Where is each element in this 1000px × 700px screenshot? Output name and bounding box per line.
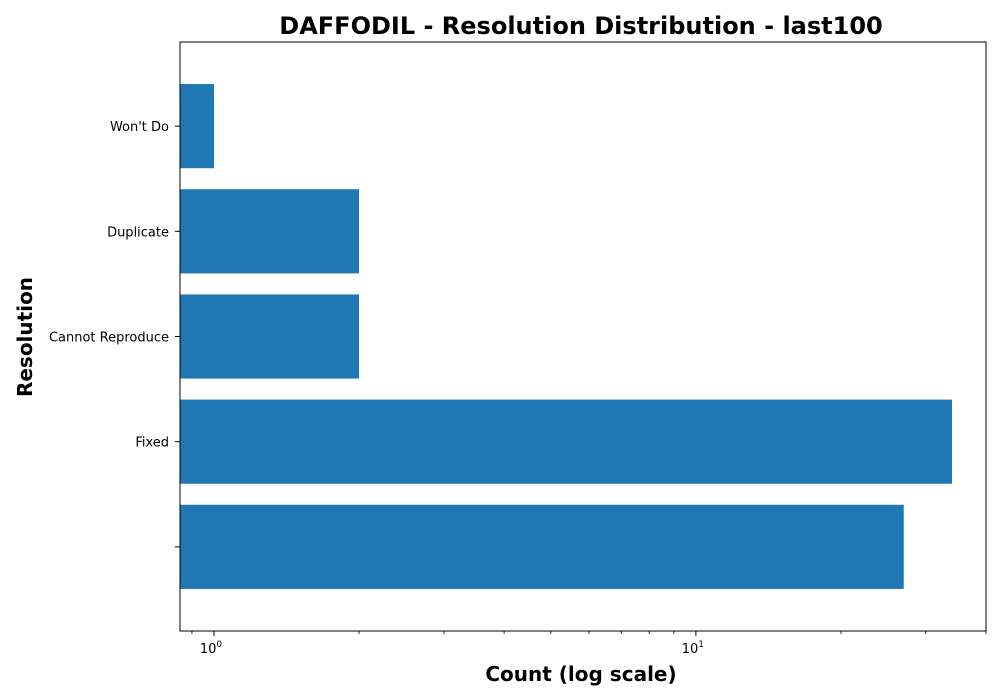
bar-0	[180, 504, 904, 589]
y-tick-label-4: Won't Do	[110, 120, 169, 135]
y-tick-label-3: Duplicate	[107, 225, 169, 240]
bar-3	[180, 189, 360, 274]
x-axis-label: Count (log scale)	[485, 662, 676, 686]
bar-4	[180, 84, 215, 169]
bars-group	[180, 84, 952, 589]
x-axis-ticks: 100 101	[191, 631, 987, 657]
x-tick-label-1: 101	[682, 640, 704, 657]
plot-area-frame	[179, 41, 987, 632]
bar-2	[180, 294, 360, 379]
y-tick-label-2: Cannot Reproduce	[49, 331, 169, 346]
y-tick-label-1: Fixed	[135, 436, 169, 451]
bar-1	[180, 399, 952, 484]
y-axis-ticks: Fixed Cannot Reproduce Duplicate Won't Do	[49, 120, 180, 548]
y-axis-label: Resolution	[13, 277, 37, 397]
chart-title: DAFFODIL - Resolution Distribution - las…	[279, 12, 882, 40]
x-tick-label-0: 100	[200, 640, 223, 657]
